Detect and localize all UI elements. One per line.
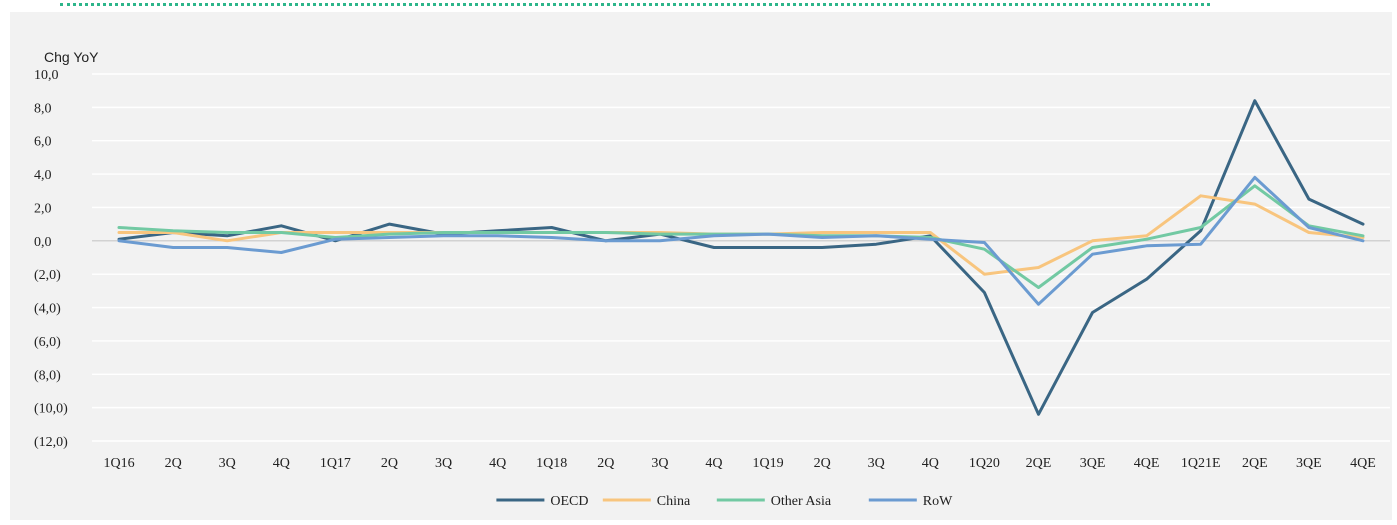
legend-label: OECD bbox=[550, 494, 588, 509]
x-tick-label: 3Q bbox=[435, 456, 452, 471]
y-tick-label: (2,0) bbox=[34, 268, 61, 283]
x-tick-label: 2Q bbox=[597, 456, 614, 471]
gridlines bbox=[92, 73, 1390, 442]
y-tick-label: 6,0 bbox=[34, 135, 52, 150]
x-tick-label: 1Q21E bbox=[1181, 456, 1221, 471]
x-tick-label: 2QE bbox=[1026, 456, 1052, 471]
y-tick-label: 4,0 bbox=[34, 168, 52, 183]
series-lines bbox=[117, 99, 1365, 416]
x-axis-ticks: 1Q16 2Q 3Q 4Q 1Q17 2Q 3Q 4Q 1Q18 2Q 3Q 4Q 1Q19 2Q 3Q 4Q… bbox=[103, 456, 1375, 471]
y-axis-label: Chg YoY bbox=[44, 49, 99, 65]
x-tick-label: 4Q bbox=[489, 456, 506, 471]
chart-panel: Chg YoY 10,0 8,0 6,0 4,0 2,0 0,0 (2,0) (4,0) (6,… bbox=[10, 12, 1392, 520]
line-chart: 10,0 8,0 6,0 4,0 2,0 0,0 (2,0) (4,0) (6,0) (8,0) (… bbox=[34, 68, 1390, 509]
x-tick-label: 2Q bbox=[381, 456, 398, 471]
x-tick-label: 2Q bbox=[814, 456, 831, 471]
x-tick-label: 3Q bbox=[868, 456, 885, 471]
x-tick-label: 3QE bbox=[1296, 456, 1322, 471]
series-line-other-asia bbox=[117, 184, 1365, 289]
legend-label: China bbox=[657, 494, 691, 509]
legend-label: RoW bbox=[923, 494, 953, 509]
x-tick-label: 1Q16 bbox=[103, 456, 134, 471]
x-tick-label: 4QE bbox=[1350, 456, 1376, 471]
y-tick-label: (8,0) bbox=[34, 368, 61, 383]
y-tick-label: 2,0 bbox=[34, 201, 52, 216]
x-tick-label: 1Q20 bbox=[969, 456, 1000, 471]
x-tick-label: 4Q bbox=[922, 456, 939, 471]
y-axis-ticks: 10,0 8,0 6,0 4,0 2,0 0,0 (2,0) (4,0) (6,0) (8,0) (… bbox=[34, 68, 68, 450]
x-tick-label: 4Q bbox=[273, 456, 290, 471]
y-tick-label: (6,0) bbox=[34, 335, 61, 350]
legend-label: Other Asia bbox=[771, 494, 832, 509]
y-tick-label: 10,0 bbox=[34, 68, 59, 83]
x-tick-label: 4QE bbox=[1134, 456, 1160, 471]
y-tick-label: (10,0) bbox=[34, 402, 68, 417]
y-tick-label: 0,0 bbox=[34, 235, 52, 250]
y-tick-label: 8,0 bbox=[34, 101, 52, 116]
series-line-row bbox=[117, 175, 1365, 306]
y-tick-label: (4,0) bbox=[34, 302, 61, 317]
series-line-oecd bbox=[117, 99, 1365, 416]
x-tick-label: 1Q18 bbox=[536, 456, 567, 471]
x-tick-label: 2Q bbox=[165, 456, 182, 471]
y-tick-label: (12,0) bbox=[34, 435, 68, 450]
x-tick-label: 3QE bbox=[1080, 456, 1106, 471]
x-tick-label: 3Q bbox=[219, 456, 236, 471]
x-tick-label: 2QE bbox=[1242, 456, 1268, 471]
x-tick-label: 1Q17 bbox=[320, 456, 351, 471]
top-decorative-strip bbox=[0, 0, 1397, 10]
legend: OECD China Other Asia RoW bbox=[496, 494, 953, 509]
x-tick-label: 3Q bbox=[651, 456, 668, 471]
x-tick-label: 4Q bbox=[705, 456, 722, 471]
x-tick-label: 1Q19 bbox=[752, 456, 783, 471]
